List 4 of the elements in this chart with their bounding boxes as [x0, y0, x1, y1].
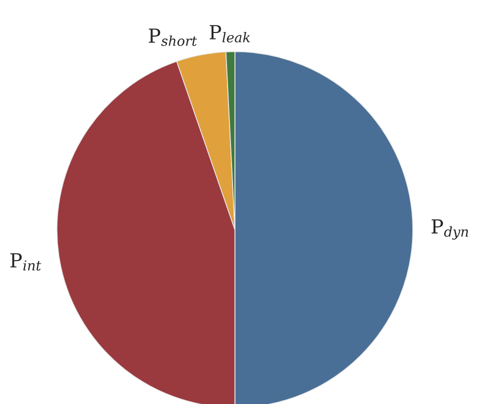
slice-label: P$_{leak}$ [210, 25, 250, 42]
slice-label: P$_{dyn}$ [432, 219, 468, 240]
slice-label: P$_{short}$ [148, 28, 198, 46]
slice-label: P$_{int}$ [10, 253, 42, 271]
